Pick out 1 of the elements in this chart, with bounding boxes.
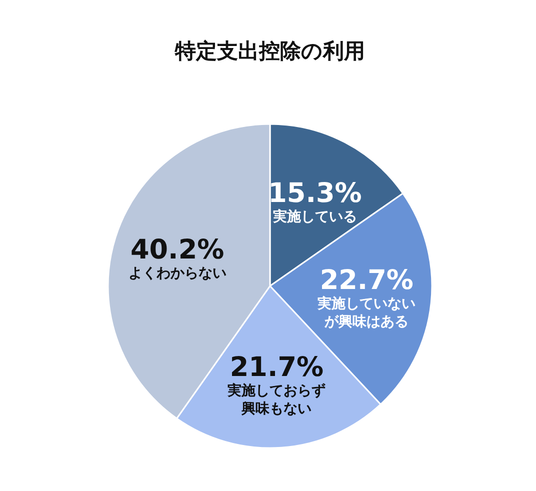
chart-title: 特定支出控除の利用 (174, 39, 365, 63)
